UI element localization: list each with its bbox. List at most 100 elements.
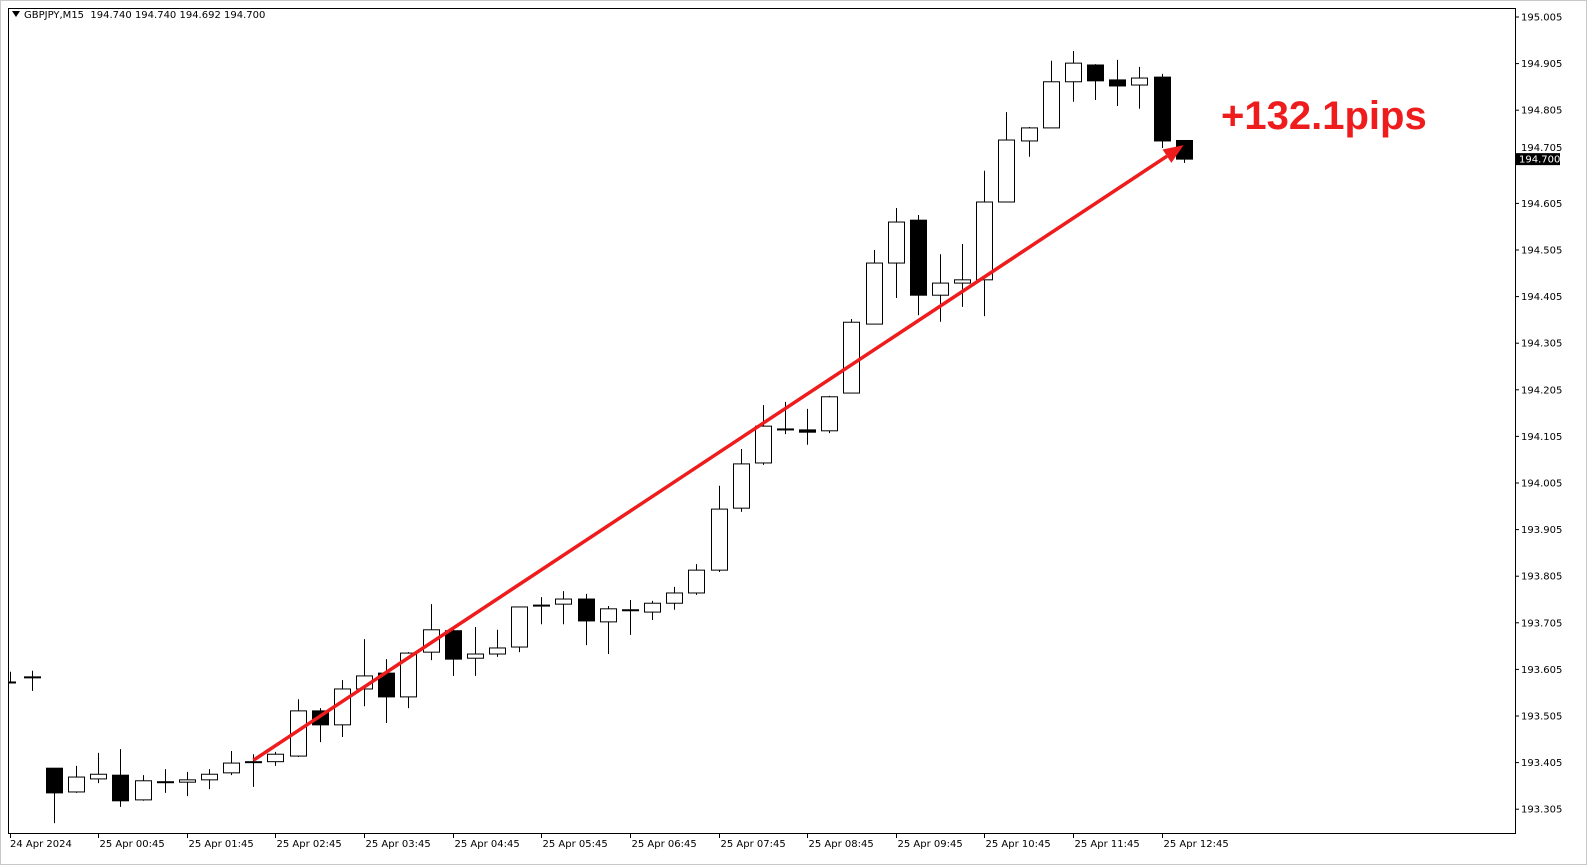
bear-candle-body: [1087, 64, 1104, 82]
bear-candle-body: [910, 219, 927, 296]
candle: [1087, 64, 1104, 100]
candle: [1154, 73, 1171, 148]
time-tick-label: 25 Apr 02:45: [277, 839, 342, 850]
bear-candle-body: [622, 609, 639, 612]
plot-area: [8, 8, 1516, 834]
candle: [511, 606, 528, 653]
time-tick-label: 25 Apr 03:45: [366, 839, 431, 850]
bull-candle-body: [157, 781, 174, 784]
candle: [179, 771, 196, 797]
symbol-label: GBPJPY,M15: [24, 10, 85, 21]
bear-candle-body: [46, 767, 63, 794]
time-tick-label: 25 Apr 01:45: [189, 839, 254, 850]
price-tick-label: 194.105: [1521, 432, 1562, 443]
bull-candle-body: [1043, 81, 1060, 129]
price-tick-label: 193.805: [1521, 572, 1562, 583]
bull-candle-body: [821, 396, 838, 432]
time-tick-label: 25 Apr 12:45: [1164, 839, 1229, 850]
price-tick-label: 194.405: [1521, 292, 1562, 303]
bull-candle-body: [489, 647, 506, 655]
time-tick-label: 25 Apr 09:45: [898, 839, 963, 850]
price-tick-label: 194.505: [1521, 246, 1562, 257]
bull-candle-body: [201, 773, 218, 781]
candle: [1131, 66, 1148, 109]
bull-candle-body: [223, 762, 240, 774]
bull-candle-body: [711, 508, 728, 571]
pips-annotation: +132.1pips: [1221, 94, 1427, 138]
ohlc-values: 194.740 194.740 194.692 194.700: [90, 10, 266, 21]
candle: [1021, 126, 1038, 157]
price-tick-label: 194.605: [1521, 199, 1562, 210]
time-tick-label: 25 Apr 06:45: [632, 839, 697, 850]
bull-candle-body: [888, 221, 905, 264]
trend-arrow-line: [252, 154, 1168, 762]
bull-candle-body: [843, 321, 860, 394]
candle: [799, 408, 816, 445]
candle: [267, 751, 284, 766]
bull-candle-body: [467, 653, 484, 659]
candle: [24, 670, 41, 691]
candle: [90, 752, 107, 784]
current-price-label: 194.700: [1516, 153, 1560, 166]
bull-candle-body: [976, 201, 993, 281]
time-tick-label: 24 Apr 2024: [10, 839, 72, 850]
candle: [290, 699, 307, 758]
bull-candle-body: [733, 463, 750, 509]
candles: [8, 51, 1193, 824]
candle: [135, 775, 152, 801]
candle: [157, 769, 174, 793]
candle: [843, 318, 860, 394]
chart-header: GBPJPY,M15 194.740 194.740 194.692 194.7…: [12, 10, 265, 21]
bull-candle-body: [954, 279, 971, 284]
bull-candle-body: [68, 776, 85, 793]
bull-candle-body: [90, 773, 107, 780]
bull-candle-body: [8, 681, 16, 684]
bull-candle-body: [400, 652, 417, 698]
candle: [445, 626, 462, 676]
candle: [755, 405, 772, 465]
candle: [622, 599, 639, 635]
candle: [46, 767, 63, 824]
bull-candle-body: [1131, 77, 1148, 86]
candle: [578, 593, 595, 646]
bull-candle-body: [511, 606, 528, 648]
bear-candle-body: [1154, 76, 1171, 142]
time-tick-label: 25 Apr 10:45: [986, 839, 1051, 850]
bull-candle-body: [135, 780, 152, 801]
candle: [932, 254, 949, 322]
arrow-head-icon: [1162, 145, 1184, 163]
bear-candle-body: [24, 676, 41, 679]
price-tick-label: 195.005: [1521, 13, 1562, 24]
candle: [1065, 51, 1082, 102]
candle: [998, 112, 1015, 203]
candle: [976, 170, 993, 317]
candle: [821, 395, 838, 434]
dropdown-triangle-icon[interactable]: [12, 11, 20, 17]
trend-arrow: [252, 145, 1184, 762]
candle: [644, 600, 661, 621]
price-tick-label: 194.705: [1521, 143, 1562, 154]
candle: [201, 769, 218, 790]
candle: [688, 564, 705, 595]
candle: [733, 448, 750, 512]
bull-candle-body: [666, 592, 683, 604]
bull-candle-body: [866, 262, 883, 325]
price-axis: 195.005 194.905 194.805 194.705 194.605 194.5…: [1515, 13, 1562, 816]
bull-candle-body: [245, 761, 262, 764]
candle: [8, 671, 16, 684]
candle: [400, 652, 417, 709]
bull-candle-body: [1065, 62, 1082, 83]
price-tick-label: 194.205: [1521, 385, 1562, 396]
candle: [555, 591, 572, 625]
time-tick-label: 25 Apr 07:45: [721, 839, 786, 850]
price-tick-label: 194.805: [1521, 106, 1562, 117]
price-tick-label: 193.905: [1521, 525, 1562, 536]
candle: [866, 250, 883, 325]
candle: [467, 626, 484, 676]
candle: [600, 606, 617, 655]
bear-candle-body: [578, 598, 595, 622]
candle: [489, 629, 506, 657]
bull-candle-body: [533, 604, 550, 607]
bull-candle-body: [1021, 127, 1038, 142]
